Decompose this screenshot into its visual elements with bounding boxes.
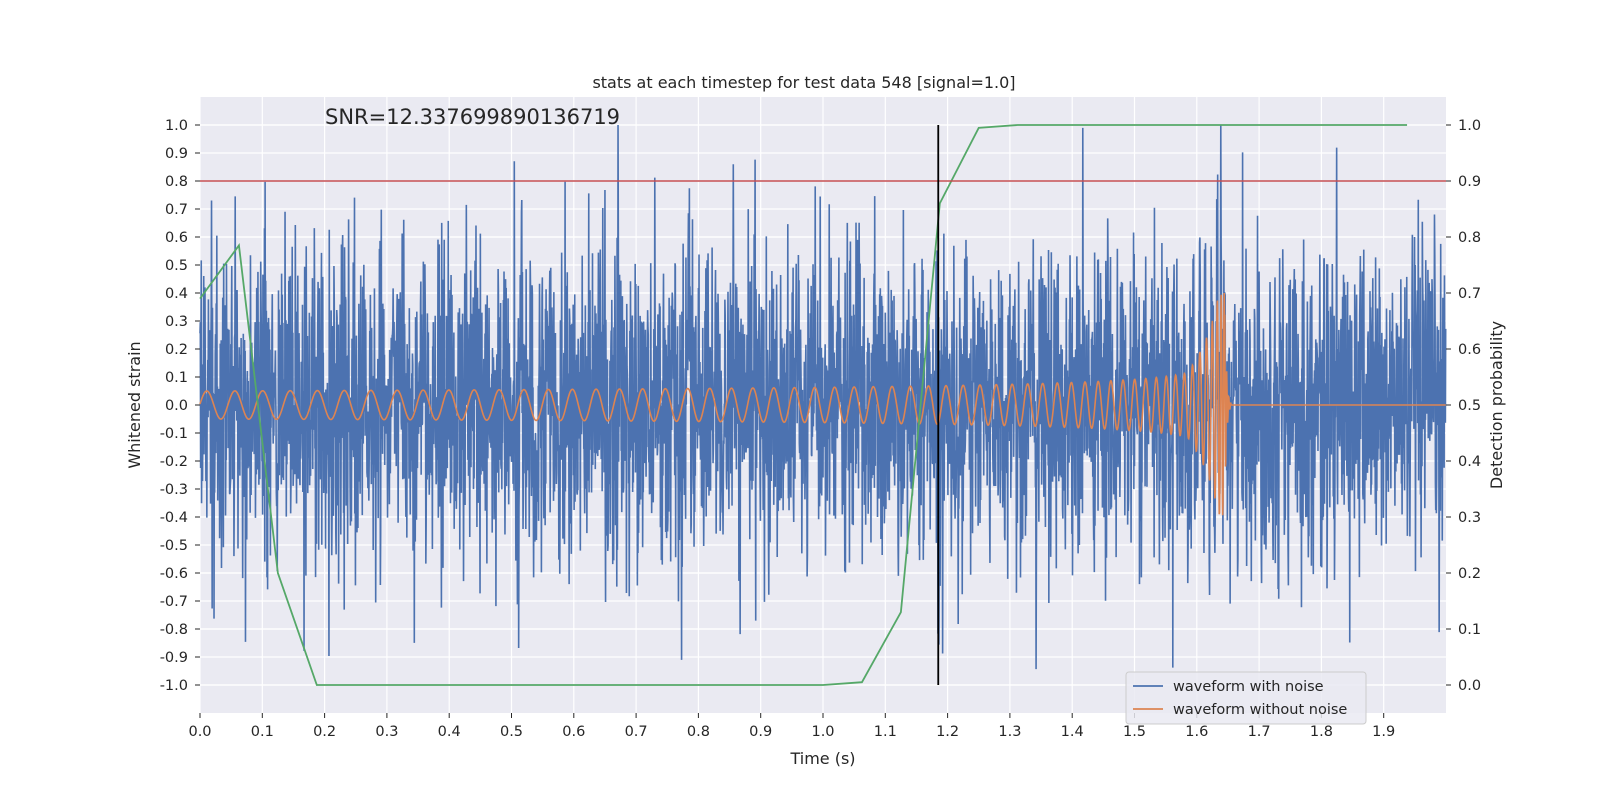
- x-tick-label: 1.6: [1185, 724, 1208, 740]
- legend: waveform with noise waveform without noi…: [1125, 671, 1367, 725]
- legend-label-noise: waveform with noise: [1173, 679, 1324, 695]
- x-tick-label: 0.8: [687, 724, 710, 740]
- series-detection-probability: [199, 124, 1408, 686]
- y-tick-label: 0.0: [165, 398, 188, 414]
- x-tick-label: 1.0: [811, 724, 834, 740]
- x-tick-label: 0.7: [625, 724, 648, 740]
- y2-tick-label: 0.5: [1458, 398, 1481, 414]
- line-detection-probability: [199, 124, 1408, 686]
- y-tick-label: 0.6: [165, 230, 188, 246]
- snr-annotation: SNR=12.337699890136719: [325, 105, 620, 129]
- y-tick-label: -0.1: [160, 426, 188, 442]
- legend-label-clean: waveform without noise: [1173, 702, 1347, 718]
- y2-tick-label: 0.2: [1458, 566, 1481, 582]
- y-tick-label: -0.7: [160, 594, 188, 610]
- y2-tick-label: 0.4: [1458, 454, 1481, 470]
- x-axis-label: Time (s): [789, 749, 855, 768]
- y-axis-left: 1.0 0.9 0.8 0.7 0.6 0.5 0.4 0.3 0.2 0.1 0.0 -0.1 -0.…: [160, 118, 200, 694]
- x-tick-label: 0.3: [375, 724, 398, 740]
- y2-tick-label: 0.8: [1458, 230, 1481, 246]
- y2-tick-label: 0.1: [1458, 622, 1481, 638]
- x-tick-label: 0.4: [438, 724, 461, 740]
- x-tick-label: 1.5: [1123, 724, 1146, 740]
- y2-tick-label: 1.0: [1458, 118, 1481, 134]
- y-tick-label: -1.0: [160, 678, 188, 694]
- x-tick-label: 1.8: [1310, 724, 1333, 740]
- y2-axis-label: Detection probability: [1487, 321, 1506, 489]
- y-axis-label: Whitened strain: [125, 341, 144, 468]
- x-tick-label: 0.0: [188, 724, 211, 740]
- chart-title: stats at each timestep for test data 548…: [592, 73, 1015, 92]
- x-tick-label: 1.2: [936, 724, 959, 740]
- y-tick-label: -0.9: [160, 650, 188, 666]
- line-waveform-without-noise: [199, 292, 1446, 516]
- y2-tick-label: 0.3: [1458, 510, 1481, 526]
- y-tick-label: 0.4: [165, 286, 188, 302]
- y-tick-label: -0.6: [160, 566, 188, 582]
- x-tick-label: 0.5: [500, 724, 523, 740]
- y2-tick-label: 0.7: [1458, 286, 1481, 302]
- y-axis-right: 1.0 0.9 0.8 0.7 0.6 0.5 0.4 0.3 0.2 0.1 0.0: [1446, 118, 1481, 694]
- x-tick-label: 1.9: [1372, 724, 1395, 740]
- y2-tick-label: 0.9: [1458, 174, 1481, 190]
- x-tick-label: 1.3: [998, 724, 1021, 740]
- x-tick-label: 0.2: [313, 724, 336, 740]
- y-tick-label: 0.3: [165, 314, 188, 330]
- y-tick-label: -0.8: [160, 622, 188, 638]
- y-tick-label: 0.7: [165, 202, 188, 218]
- y-tick-label: 0.5: [165, 258, 188, 274]
- x-tick-label: 0.6: [562, 724, 585, 740]
- y-tick-label: -0.3: [160, 482, 188, 498]
- y2-tick-label: 0.0: [1458, 678, 1481, 694]
- x-tick-label: 1.4: [1061, 724, 1084, 740]
- y-tick-label: 0.8: [165, 174, 188, 190]
- y-tick-label: -0.4: [160, 510, 188, 526]
- series-waveform-without-noise: [199, 292, 1446, 516]
- y-tick-label: 0.9: [165, 146, 188, 162]
- y2-tick-label: 0.6: [1458, 342, 1481, 358]
- y-tick-label: 1.0: [165, 118, 188, 134]
- x-axis: 0.0 0.1 0.2 0.3 0.4 0.5 0.6 0.7 0.8 0.9 1.0 1.1 1.2 1…: [188, 713, 1395, 740]
- x-tick-label: 1.1: [874, 724, 897, 740]
- y-tick-label: -0.2: [160, 454, 188, 470]
- legend-box: [1125, 671, 1367, 725]
- y-tick-label: 0.2: [165, 342, 188, 358]
- x-tick-label: 0.9: [749, 724, 772, 740]
- x-tick-label: 0.1: [251, 724, 274, 740]
- y-tick-label: -0.5: [160, 538, 188, 554]
- y-tick-label: 0.1: [165, 370, 188, 386]
- x-tick-label: 1.7: [1248, 724, 1271, 740]
